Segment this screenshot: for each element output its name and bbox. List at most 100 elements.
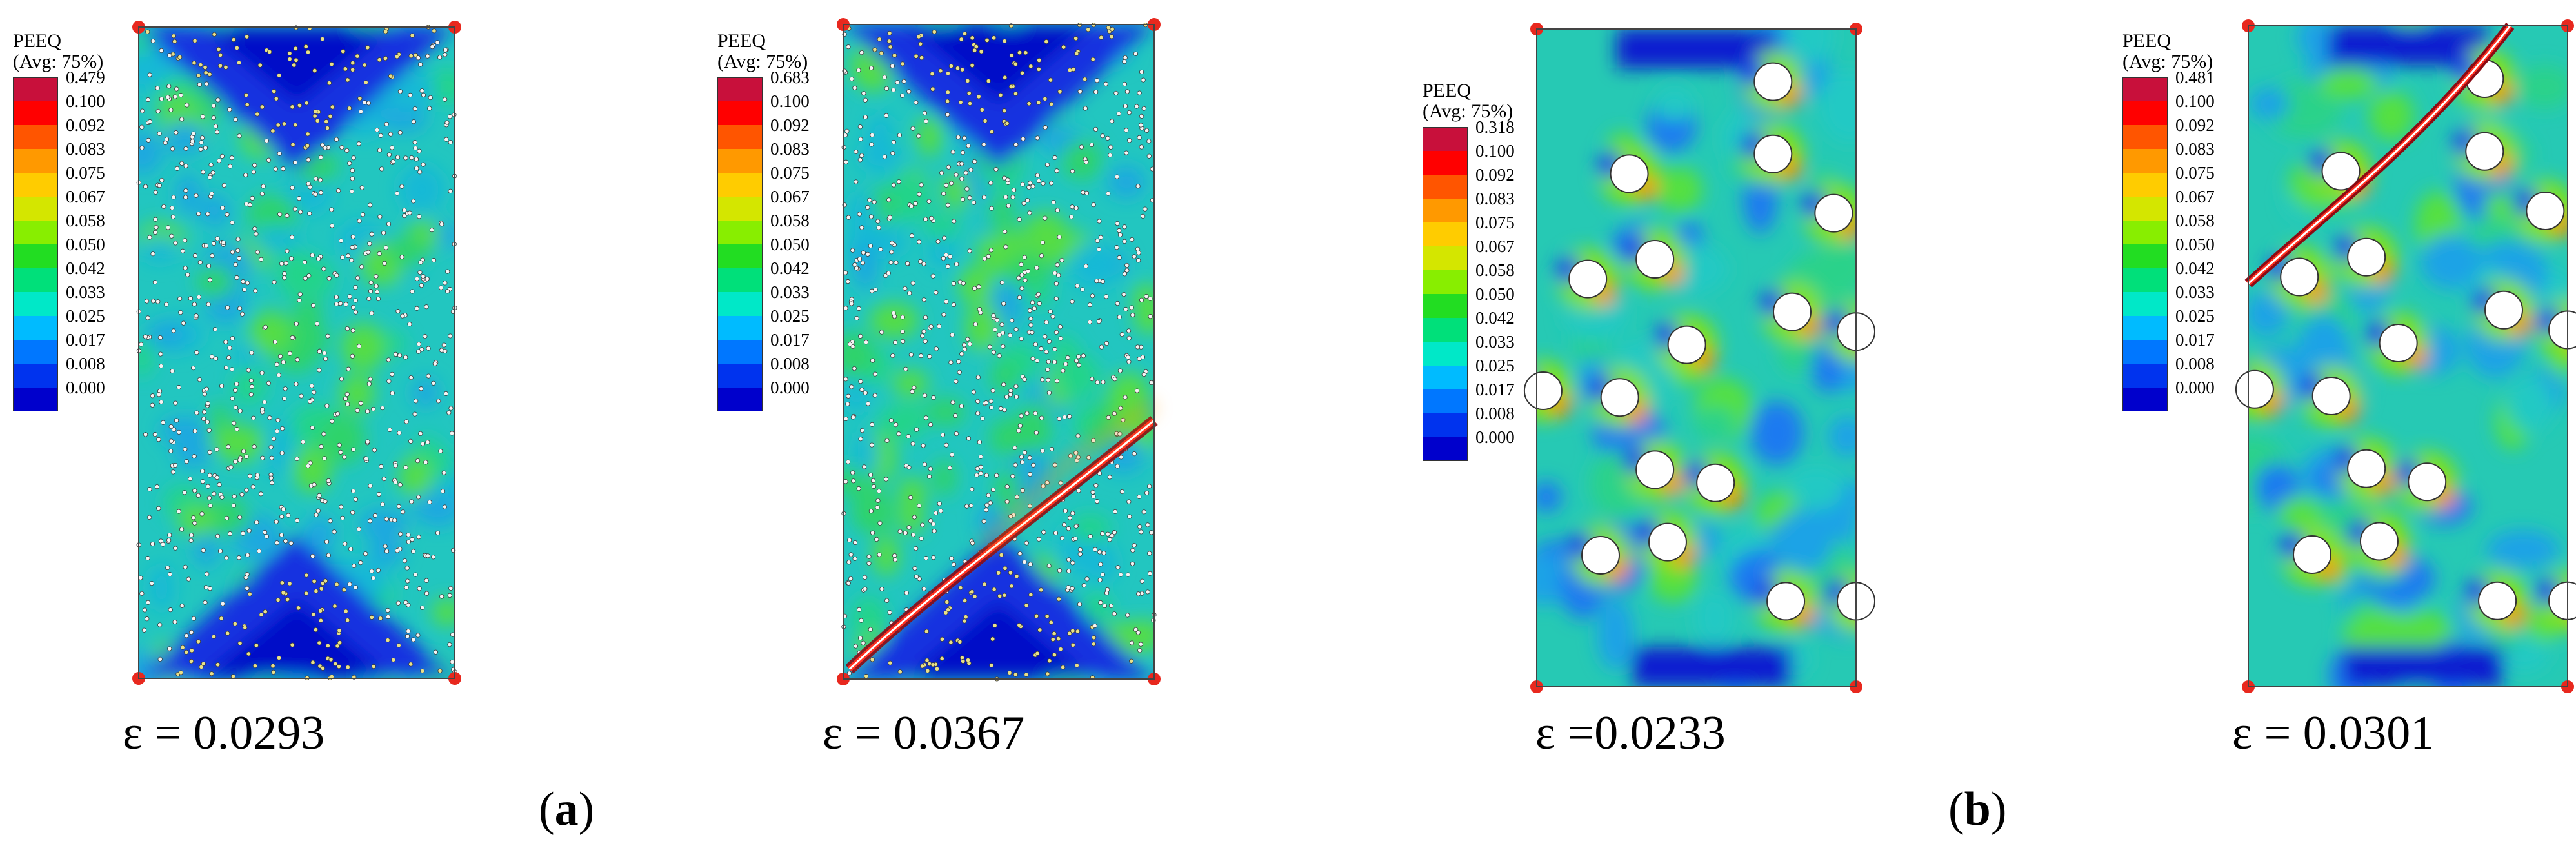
strain-blob bbox=[1103, 436, 1144, 473]
particle bbox=[306, 273, 312, 279]
particle-hole bbox=[1635, 450, 1675, 489]
strain-blob bbox=[1024, 214, 1053, 240]
particle bbox=[209, 191, 214, 196]
particle bbox=[1084, 576, 1090, 582]
particle bbox=[364, 409, 370, 414]
particle bbox=[1104, 294, 1109, 299]
particle bbox=[234, 45, 239, 50]
particle bbox=[1115, 300, 1120, 306]
particle bbox=[272, 339, 278, 344]
particle bbox=[984, 507, 989, 513]
particle bbox=[848, 552, 854, 557]
particle bbox=[297, 298, 302, 303]
particle bbox=[890, 63, 895, 68]
particle bbox=[1052, 652, 1057, 658]
particle bbox=[890, 151, 895, 156]
strain-blob bbox=[854, 432, 878, 477]
particle bbox=[207, 277, 213, 282]
particle bbox=[155, 299, 161, 304]
legend-scale: 0.318 0.100 0.092 0.083 0.075 0.067 0.058 0.050… bbox=[1423, 119, 1532, 461]
particle bbox=[940, 432, 946, 437]
particle bbox=[1098, 235, 1103, 240]
particle bbox=[390, 159, 395, 164]
particle bbox=[893, 340, 898, 345]
particle bbox=[1046, 563, 1052, 569]
particle bbox=[1134, 388, 1140, 393]
particle bbox=[1139, 297, 1144, 302]
particle bbox=[234, 275, 239, 281]
particle bbox=[215, 236, 220, 241]
legend-tick-label: 0.042 bbox=[1475, 308, 1515, 328]
legend-swatch bbox=[13, 77, 58, 101]
strain-blob bbox=[379, 108, 428, 132]
particle bbox=[945, 202, 950, 208]
particle bbox=[184, 633, 189, 638]
particle bbox=[921, 329, 926, 334]
particle bbox=[176, 429, 182, 435]
particle bbox=[252, 664, 258, 669]
particle bbox=[1096, 247, 1102, 252]
particle bbox=[260, 455, 265, 460]
legend-tick-label: 0.092 bbox=[2175, 115, 2215, 135]
strain-blob bbox=[2369, 90, 2414, 141]
particle bbox=[165, 95, 170, 100]
particle bbox=[223, 365, 229, 370]
particle bbox=[1044, 162, 1050, 168]
particle bbox=[249, 350, 254, 355]
particle bbox=[1114, 174, 1120, 179]
particle bbox=[993, 166, 999, 172]
particle bbox=[282, 271, 287, 277]
specimen-outline bbox=[1536, 28, 1857, 687]
particle bbox=[1077, 551, 1083, 557]
strain-label-panel-2: ε = 0.0367 bbox=[823, 707, 1025, 760]
particle bbox=[971, 200, 977, 205]
particle bbox=[986, 253, 991, 259]
strain-blob bbox=[178, 504, 217, 537]
particle bbox=[1137, 494, 1142, 499]
particle bbox=[1070, 168, 1075, 174]
particle bbox=[395, 548, 400, 553]
strain-label-panel-1: ε = 0.0293 bbox=[123, 707, 325, 760]
particle bbox=[199, 511, 205, 517]
particle bbox=[183, 564, 188, 569]
particle bbox=[397, 130, 403, 135]
particle bbox=[917, 576, 922, 582]
particle bbox=[417, 170, 423, 175]
particle bbox=[310, 425, 315, 430]
legend-swatch bbox=[1423, 151, 1468, 175]
particle bbox=[922, 110, 928, 115]
particle bbox=[288, 540, 294, 546]
particle bbox=[157, 335, 163, 340]
particle bbox=[1008, 570, 1013, 575]
legend-swatch bbox=[13, 340, 58, 364]
particle bbox=[343, 396, 348, 401]
legend-tick-label: 0.042 bbox=[2175, 259, 2215, 278]
particle bbox=[921, 443, 926, 448]
particle-hole bbox=[2347, 237, 2386, 277]
particle bbox=[349, 189, 354, 194]
particle bbox=[264, 534, 269, 539]
particle bbox=[956, 359, 961, 364]
particle bbox=[171, 34, 176, 39]
specimen-outline bbox=[138, 26, 455, 679]
particle bbox=[948, 640, 954, 645]
particle bbox=[201, 170, 206, 175]
particle bbox=[932, 29, 937, 35]
particle-hole bbox=[1814, 193, 1853, 233]
particle bbox=[188, 476, 193, 482]
particle bbox=[1056, 636, 1061, 642]
particle bbox=[904, 261, 910, 266]
particle bbox=[1007, 670, 1012, 675]
strain-blob bbox=[1654, 87, 1695, 121]
particle bbox=[334, 273, 339, 278]
strain-blob bbox=[432, 598, 455, 627]
particle bbox=[927, 354, 932, 359]
particle bbox=[903, 366, 908, 371]
particle-hole bbox=[2465, 132, 2504, 171]
legend-swatch bbox=[13, 244, 58, 268]
particle bbox=[1132, 451, 1137, 457]
particle bbox=[414, 157, 419, 162]
particle bbox=[353, 298, 358, 303]
particle bbox=[274, 362, 279, 367]
particle bbox=[282, 275, 287, 281]
